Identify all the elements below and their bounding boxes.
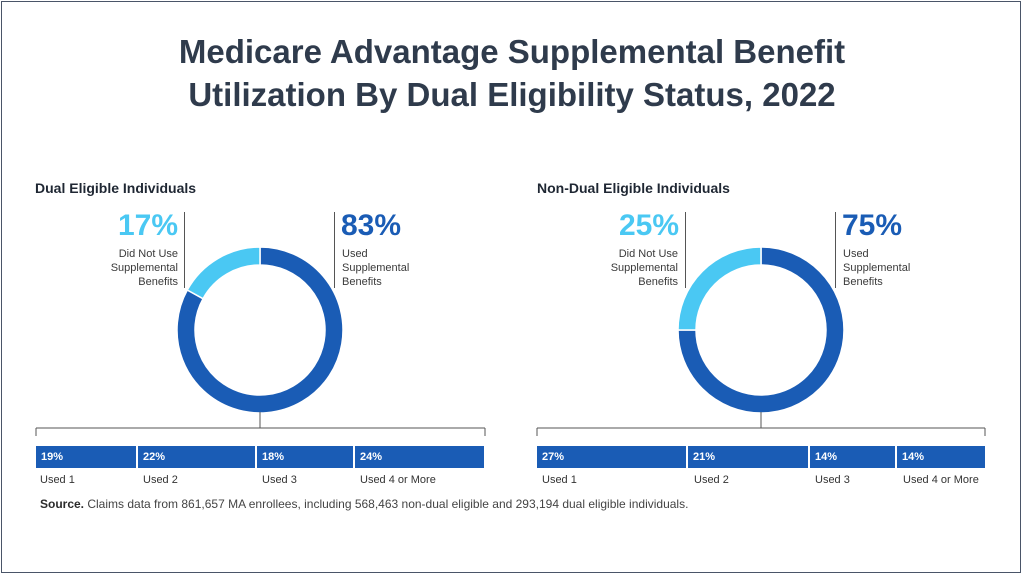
dual-not-used-description: Did Not Use Supplemental Benefits [90,247,178,289]
dual-not-used-leader [184,212,185,288]
chart-title-line-2: Utilization By Dual Eligibility Status, … [188,76,836,113]
non-dual-used-description: Used Supplemental Benefits [843,247,910,289]
dual-bar-used-4-or-more: 24% [355,446,484,468]
non-dual-bar-label-used-1: Used 1 [542,474,577,486]
non-dual-donut-not-used-slice [677,246,762,331]
dual-bar-label-used-2: Used 2 [143,474,178,486]
non-dual-not-used-leader [685,212,686,288]
non-dual-bar-label-used-3: Used 3 [815,474,850,486]
non-dual-bar-used-3: 14% [810,446,895,468]
dual-used-percent: 83% [341,209,402,242]
non-dual-panel-title: Non-Dual Eligible Individuals [537,180,730,196]
source-text: Claims data from 861,657 MA enrollees, i… [84,497,689,511]
non-dual-used-percent: 75% [842,209,903,242]
dual-not-used-desc-line-3: Benefits [138,276,178,288]
non-dual-not-used-desc-line-2: Supplemental [610,262,678,274]
non-dual-bar-used-2: 21% [688,446,808,468]
dual-used-leader [334,212,335,288]
non-dual-bar-used-4-or-more: 14% [897,446,985,468]
non-dual-not-used-description: Did Not Use Supplemental Benefits [590,247,678,289]
non-dual-donut-chart [677,246,845,414]
non-dual-not-used-desc-line-3: Benefits [638,276,678,288]
dual-panel: Dual Eligible Individuals 17% Did Not Us… [35,180,486,486]
non-dual-used-desc-line-1: Used [843,248,869,260]
source-label: Source. [40,497,85,511]
non-dual-not-used-desc-line-1: Did Not Use [618,248,678,260]
dual-donut-chart [176,246,344,414]
non-dual-used-desc-line-3: Benefits [843,276,883,288]
dual-bar-label-used-1: Used 1 [40,474,75,486]
dual-not-used-desc-line-1: Did Not Use [118,248,178,260]
source-note: Source. Claims data from 861,657 MA enro… [40,497,688,511]
non-dual-not-used-percent: 25% [618,209,679,242]
dual-bar-label-used-3: Used 3 [262,474,297,486]
non-dual-donut-used-slice [677,246,845,414]
dual-not-used-desc-line-2: Supplemental [110,262,178,274]
dual-donut-not-used-slice [186,246,261,300]
dual-bar-used-1: 19% [36,446,136,468]
dual-bar-used-2: 22% [138,446,255,468]
chart-title: Medicare Advantage Supplemental Benefit … [0,30,1024,116]
dual-bar-used-3: 18% [257,446,353,468]
dual-breakdown-bracket [35,412,486,436]
dual-bar-label-used-4-or-more: Used 4 or More [360,474,436,486]
non-dual-used-desc-line-2: Supplemental [843,262,911,274]
dual-used-desc-line-1: Used [342,248,368,260]
non-dual-bar-used-1: 27% [537,446,686,468]
non-dual-bar-label-used-4-or-more: Used 4 or More [903,474,979,486]
dual-donut-used-slice [176,246,344,414]
chart-title-line-1: Medicare Advantage Supplemental Benefit [178,33,846,70]
dual-used-desc-line-3: Benefits [342,276,382,288]
non-dual-bar-label-used-2: Used 2 [694,474,729,486]
dual-used-desc-line-2: Supplemental [342,262,410,274]
non-dual-used-leader [835,212,836,288]
dual-not-used-percent: 17% [117,209,178,242]
dual-used-description: Used Supplemental Benefits [342,247,409,289]
dual-panel-title: Dual Eligible Individuals [35,180,197,196]
